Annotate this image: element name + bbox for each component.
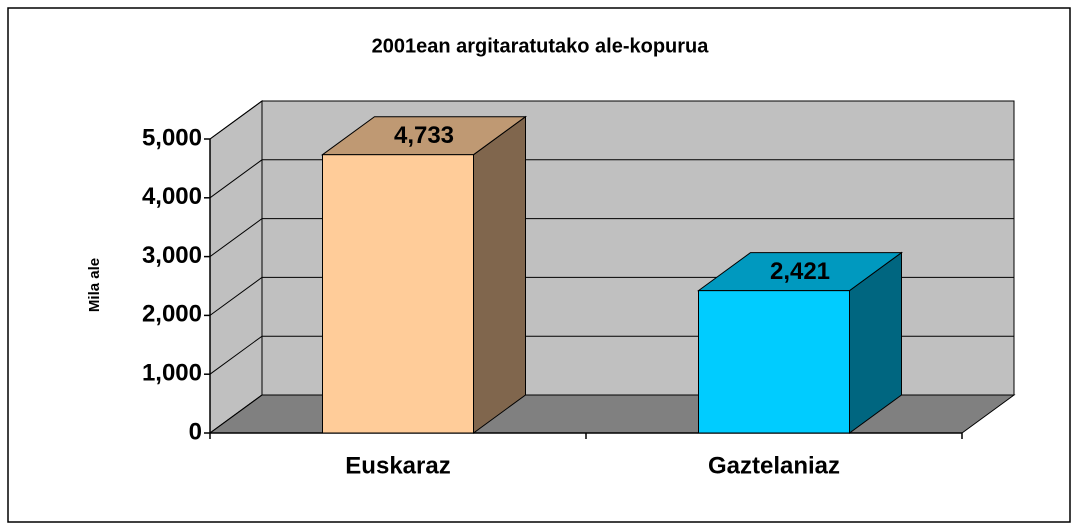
bar [322, 154, 474, 434]
grid-line [209, 218, 1014, 258]
y-tick-label: 0 [189, 418, 202, 445]
y-tick-label: 5,000 [142, 124, 202, 151]
value-label: 4,733 [394, 122, 454, 149]
x-tick-label: Gaztelaniaz [708, 452, 840, 479]
side-wall [209, 100, 263, 434]
bar [698, 290, 850, 434]
y-axis-label: Mila ale [86, 258, 103, 312]
x-tick-label: Euskaraz [345, 452, 450, 479]
y-tick-label: 1,000 [142, 360, 202, 387]
y-tick-label: 4,000 [142, 183, 202, 210]
y-tick-label: 3,000 [142, 242, 202, 269]
grid-line [209, 159, 1014, 199]
chart-title: 2001ean argitaratutako ale-kopurua [372, 35, 710, 57]
value-label: 2,421 [770, 258, 830, 285]
y-tick-label: 2,000 [142, 301, 202, 328]
bar-side [473, 115, 526, 434]
grid-line [209, 100, 1014, 140]
